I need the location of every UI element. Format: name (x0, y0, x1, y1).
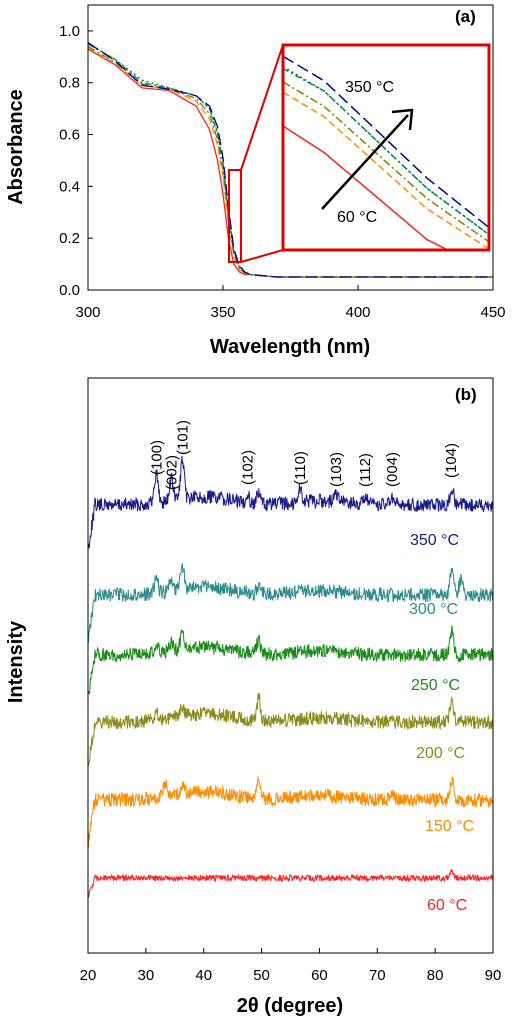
trend-arrow (321, 114, 409, 210)
xrd-series-5 (87, 776, 494, 848)
y-axis-label-a: Absorbance (5, 89, 27, 205)
peak-label: (101) (174, 420, 191, 455)
x-tick-label: 60 (311, 967, 328, 984)
peak-label: (002) (163, 455, 180, 490)
y-tick-label: 0.4 (59, 178, 80, 195)
annotation-high-temp: 350 °C (345, 79, 394, 96)
y-axis-label-b: Intensity (5, 620, 27, 703)
xrd-series-2 (87, 563, 494, 644)
absorbance-series-6 (87, 42, 493, 278)
xrd-series-4 (87, 692, 494, 767)
panel-label-b: (b) (455, 385, 477, 404)
xrd-axis-ticks: 20 30 40 50 60 70 80 90 (80, 948, 502, 984)
series-label: 150 °C (425, 818, 474, 835)
peak-label: (004) (384, 452, 401, 487)
peak-label: (102) (240, 450, 257, 485)
y-tick-label: 0.8 (59, 75, 80, 92)
x-tick-label: 400 (345, 304, 370, 321)
inset-zoom-view (283, 55, 489, 250)
absorbance-chart: 300 350 400 450 0.0 0.2 0.4 0.6 0.8 1.0 (a) Wavel… (5, 4, 506, 358)
y-tick-label: 1.0 (59, 23, 80, 40)
x-tick-label: 350 (210, 304, 235, 321)
x-tick-label: 70 (369, 967, 386, 984)
y-tick-label: 0.0 (59, 282, 80, 299)
series-label: 300 °C (409, 601, 458, 618)
xrd-series-6 (87, 869, 494, 899)
x-tick-label: 450 (480, 304, 505, 321)
zoom-connector-top (240, 44, 284, 171)
x-axis-label-a: Wavelength (nm) (210, 336, 370, 358)
inset-series-6 (283, 55, 489, 229)
zoom-region-box (228, 169, 242, 263)
peak-label: (104) (443, 443, 460, 478)
x-tick-label: 50 (253, 967, 270, 984)
series-label: 60 °C (427, 897, 467, 914)
absorbance-series-5 (87, 43, 493, 278)
zoom-connector-bottom (240, 249, 284, 263)
xrd-series-1 (87, 455, 494, 552)
x-tick-label: 300 (75, 304, 100, 321)
absorbance-plot-frame (87, 4, 494, 291)
trend-arrow-head (391, 108, 414, 131)
inset-series-1 (283, 125, 450, 250)
peak-label: (100) (148, 440, 165, 475)
xrd-series-3 (87, 625, 494, 695)
x-tick-label: 40 (195, 967, 212, 984)
x-tick-label: 20 (80, 967, 97, 984)
inset-series-group (283, 55, 489, 250)
x-tick-label: 80 (427, 967, 444, 984)
x-tick-label: 30 (138, 967, 155, 984)
panel-label-a: (a) (455, 7, 476, 26)
absorbance-axis-ticks: 300 350 400 450 0.0 0.2 0.4 0.6 0.8 1.0 (59, 23, 505, 321)
y-tick-label: 0.6 (59, 127, 80, 144)
series-labels: 350 °C 300 °C 250 °C 200 °C 150 °C 60 °C (409, 532, 474, 914)
peak-labels: (100)(002)(101) (102) (110) (103) (112) (004)… (148, 420, 460, 490)
series-label: 200 °C (416, 745, 465, 762)
peak-label: (110) (292, 451, 309, 485)
x-axis-label-b: 2θ (degree) (237, 995, 343, 1017)
inset-frame (281, 43, 491, 252)
inset-series-4 (283, 65, 489, 236)
absorbance-series-group (87, 42, 493, 278)
peak-label: (103) (328, 452, 345, 487)
annotation-low-temp: 60 °C (337, 209, 377, 226)
x-tick-label: 90 (485, 967, 502, 984)
inset-series-2 (283, 91, 489, 250)
xrd-series-group (87, 455, 494, 899)
xrd-chart: 20 30 40 50 60 70 80 90 (100)(002)(101) (102) (11… (5, 377, 502, 1017)
y-tick-label: 0.2 (59, 230, 80, 247)
series-label: 350 °C (410, 532, 459, 549)
inset-series-3 (283, 81, 489, 243)
xrd-plot-frame (87, 377, 494, 954)
peak-label: (112) (357, 453, 374, 487)
series-label: 250 °C (411, 677, 460, 694)
